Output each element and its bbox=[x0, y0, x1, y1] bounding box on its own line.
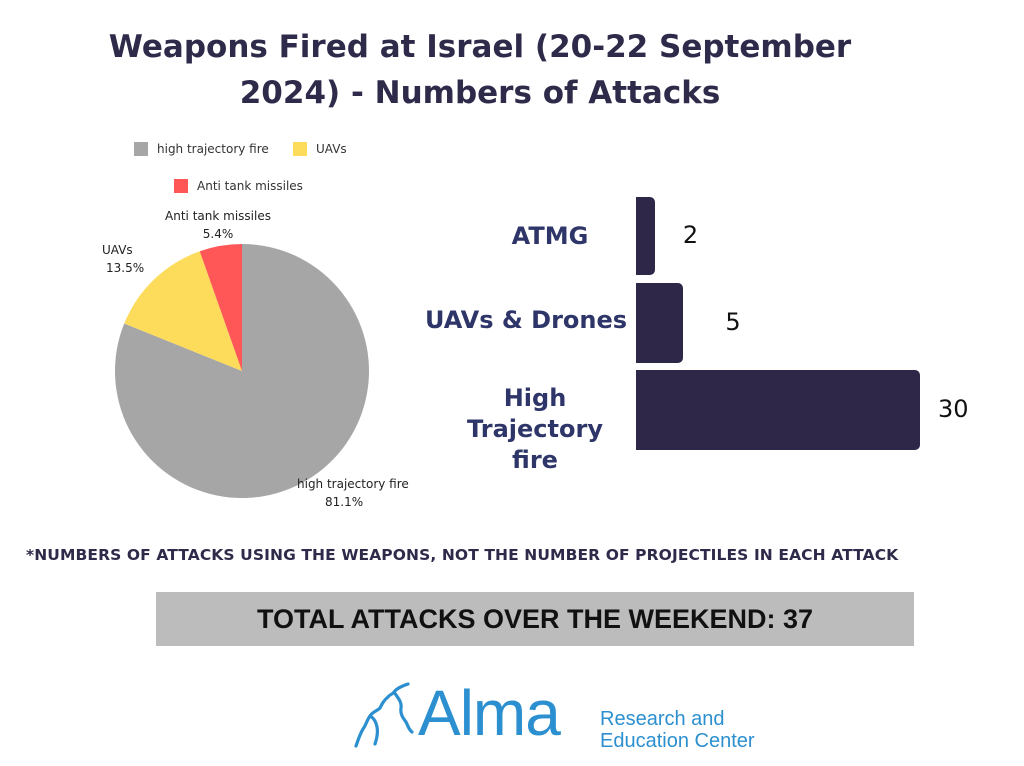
legend-label: high trajectory fire bbox=[157, 142, 269, 156]
bar-category-label: ATMG bbox=[511, 222, 589, 250]
legend-swatch bbox=[293, 142, 307, 156]
pie-slice-percent: 81.1% bbox=[325, 495, 363, 509]
bar-category-label: UAVs & Drones bbox=[424, 306, 628, 334]
pie-slice-label: high trajectory fire bbox=[297, 477, 409, 491]
legend-label: UAVs bbox=[316, 142, 347, 156]
legend-item-anti-tank-missiles: Anti tank missiles bbox=[174, 179, 303, 193]
legend-item-high-trajectory-fire: high trajectory fire bbox=[134, 142, 269, 156]
legend-swatch bbox=[174, 179, 188, 193]
bar bbox=[636, 197, 655, 275]
total-text: TOTAL ATTACKS OVER THE WEEKEND: 37 bbox=[256, 603, 814, 634]
pie-slice-label: UAVs bbox=[102, 243, 133, 257]
chart-title: Weapons Fired at Israel (20-22 September… bbox=[108, 29, 852, 111]
bar bbox=[636, 283, 684, 363]
bar-value-label: 30 bbox=[938, 395, 969, 423]
map-outline-icon bbox=[354, 682, 414, 748]
pie-slice-label: Anti tank missiles bbox=[165, 209, 271, 223]
pie-slice-percent: 13.5% bbox=[106, 261, 144, 275]
legend-swatch bbox=[134, 142, 148, 156]
pie-slice bbox=[199, 244, 242, 371]
pie-chart: high trajectory fire 81.1% UAVs 13.5% Anti t… bbox=[102, 209, 409, 509]
logo-line-1: Research and bbox=[600, 708, 725, 730]
pie-slice bbox=[115, 244, 369, 498]
bar bbox=[636, 370, 920, 450]
bar-value-label: 5 bbox=[725, 308, 741, 336]
bar-value-label: 2 bbox=[682, 221, 699, 249]
bar-category-label: High Trajectory fire bbox=[467, 384, 603, 474]
logo-line-2: Education Center bbox=[600, 730, 755, 752]
footnote: *NUMBERS OF ATTACKS USING THE WEAPONS, N… bbox=[26, 546, 899, 564]
pie-slice bbox=[124, 251, 242, 371]
legend-label: Anti tank missiles bbox=[197, 179, 303, 193]
logo-name: Alma bbox=[418, 677, 561, 749]
pie-slice-percent: 5.4% bbox=[203, 227, 234, 241]
total-banner: TOTAL ATTACKS OVER THE WEEKEND: 37 bbox=[156, 592, 914, 646]
legend-item-uavs: UAVs bbox=[293, 142, 347, 156]
